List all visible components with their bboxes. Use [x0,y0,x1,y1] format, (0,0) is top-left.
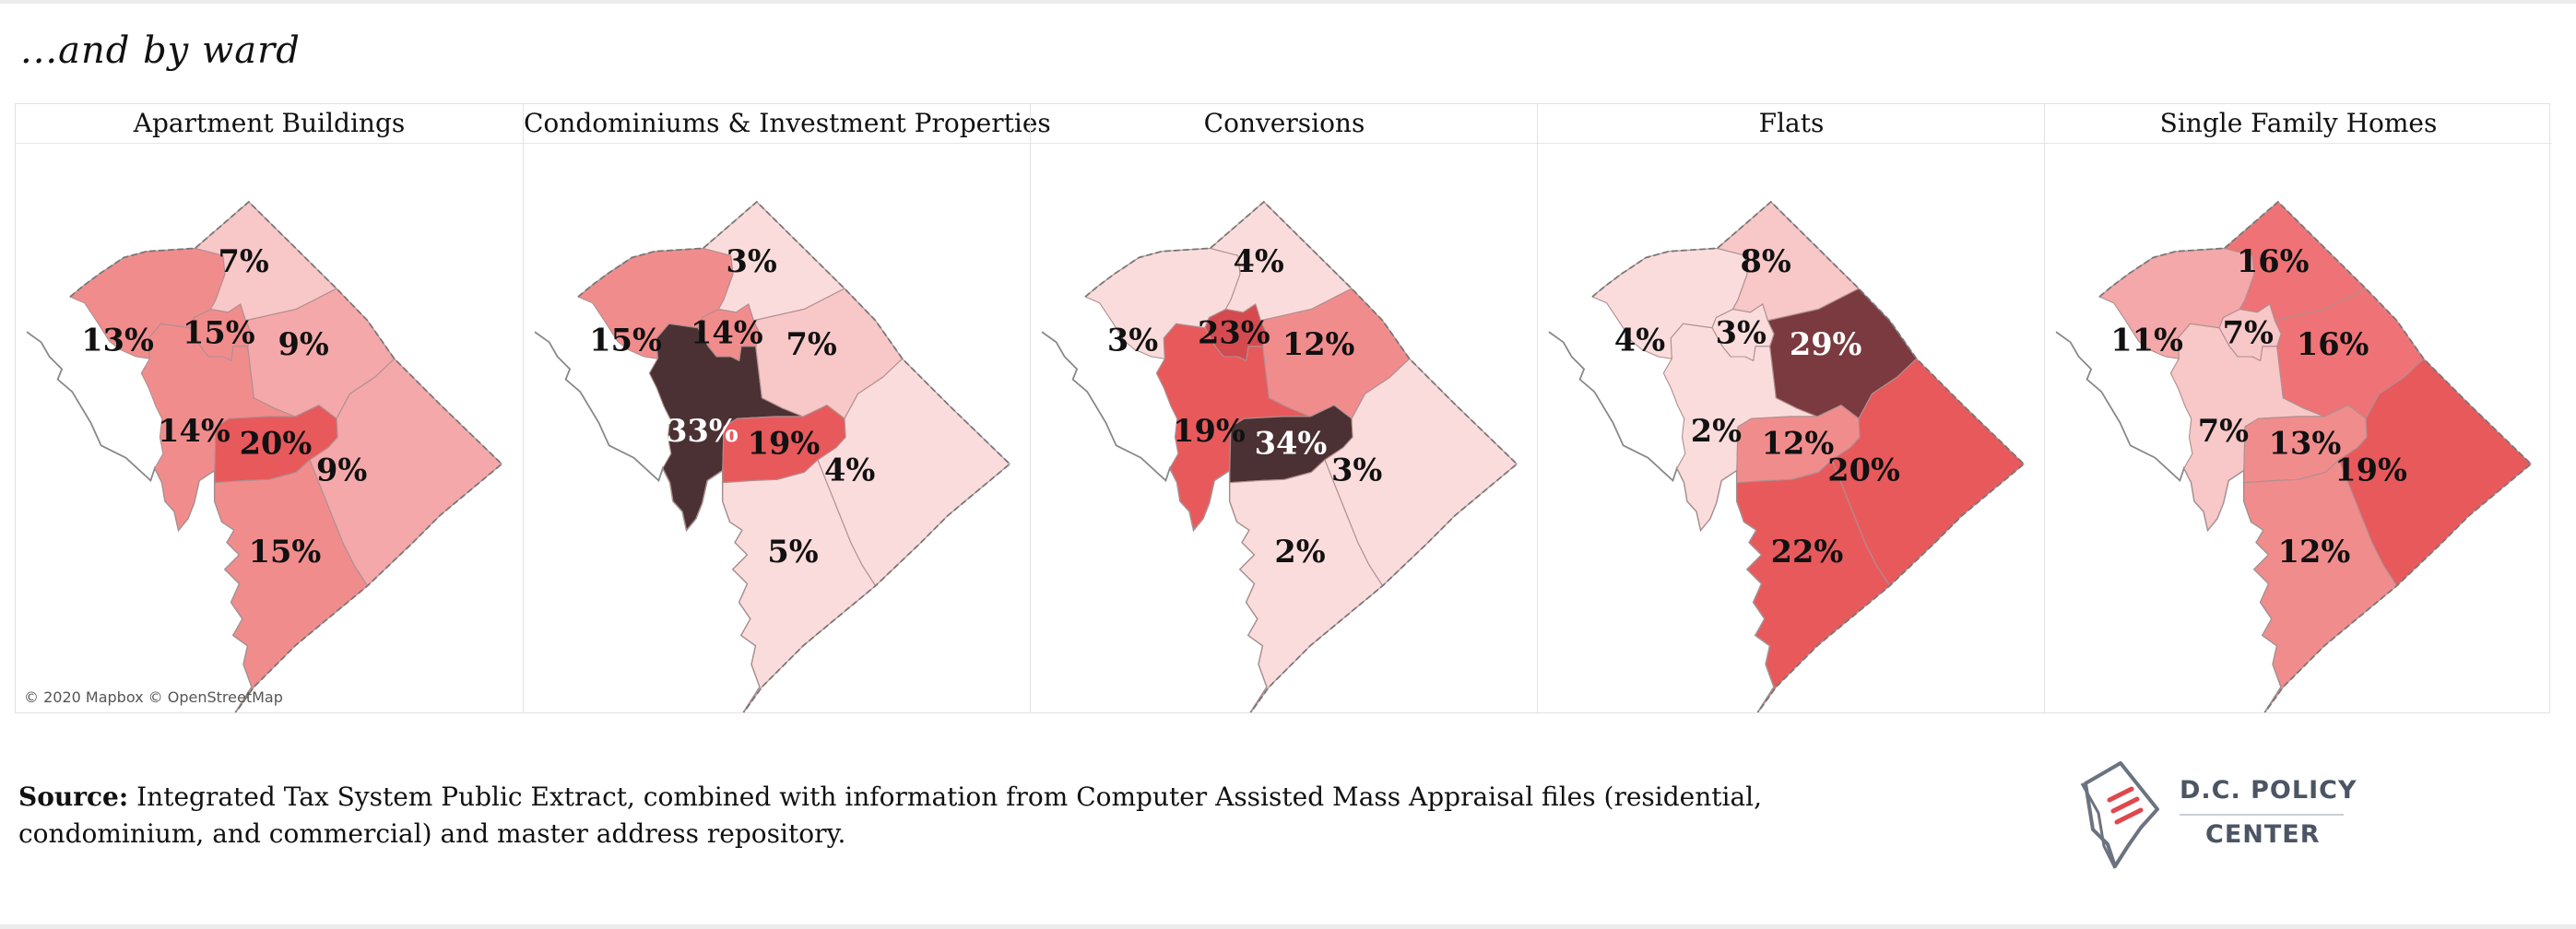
ward-1-label: 3% [1716,313,1767,350]
district-boundary [1084,200,1518,712]
ward-7-label: 20% [1827,451,1900,488]
map-panel-conversions: Conversions 23% 19% 3% 4% 12% 34% 3% 2% [1030,104,1538,712]
ward-map-group: 7% 7% 11% 16% 16% 13%19% 12% [2055,200,2533,712]
ward-1-label: 7% [2223,313,2274,350]
district-boundary [1591,200,2026,712]
ward-2-label: 33% [666,412,739,449]
map-panel-condominiums-investment: Condominiums & Investment Properties 14%… [523,104,1051,712]
ward-map-group: 23%19%3%4%12%34%3%2% [1041,200,1518,712]
ward-3-label: 13% [81,321,154,358]
ward-1-label: 14% [691,313,763,350]
ward-4-label: 3% [727,242,777,279]
ward-4-label: 8% [1741,242,1791,279]
ward-3-label: 15% [589,321,662,358]
capitol-dome-icon [2080,761,2159,869]
ward-6-label: 12% [1762,424,1835,461]
ward-8-region[interactable] [214,459,369,712]
ward-8-region[interactable] [2243,459,2398,712]
ward-8-label: 5% [767,533,818,570]
top-divider [0,0,2576,4]
page-heading: ...and by ward [20,29,301,72]
ward-map-grid: Apartment Buildings 15% 14% 13% 7% 9% 20% 9% 15… [15,103,2552,713]
district-boundary [2098,200,2533,712]
map-panel-apartment-buildings: Apartment Buildings 15% 14% 13% 7% 9% 20% 9% 15… [16,104,523,712]
ward-map: 15%14%13%7%9%20%9%15% [26,200,503,712]
ward-8-region[interactable] [1736,459,1891,712]
ward-map-group: 15%14%13%7%9%20%9%15% [26,200,503,712]
ward-2-label: 14% [158,412,230,449]
logo-text-line2: CENTER [2205,820,2321,849]
panel-title: Flats [1538,104,2045,144]
logo-text-line1: D.C. POLICY [2180,776,2357,805]
ward-8-label: 22% [1771,533,1844,570]
panel-title: Single Family Homes [2045,104,2552,144]
ward-2-label: 19% [1173,412,1246,449]
panel-title: Condominiums & Investment Properties [524,104,1051,144]
ward-8-region[interactable] [722,459,877,712]
source-label: Source: [18,782,129,812]
ward-8-label: 12% [2278,533,2351,570]
district-boundary [577,200,1011,712]
source-text: Integrated Tax System Public Extract, co… [18,782,1763,849]
ward-map-group: 14% 33% 15% 3% 7% 19%4% 5% [534,200,1011,712]
ward-map: 7% 7% 11% 16% 16% 13%19% 12% [2055,200,2533,712]
map-panel-flats: Flats 3% 2% 4% 8% 29% 12% 20% 22% [1537,104,2045,712]
ward-3-label: 4% [1614,321,1665,358]
ward-6-label: 20% [240,424,313,461]
ward-map: 23%19%3%4%12%34%3%2% [1041,200,1518,712]
ward-2-label: 7% [2198,412,2249,449]
ward-5-label: 29% [1790,325,1862,362]
map-attribution: © 2020 Mapbox © OpenStreetMap [24,688,283,706]
ward-7-label: 4% [824,451,875,488]
ward-7-label: 3% [1331,451,1382,488]
ward-map: 14% 33% 15% 3% 7% 19%4% 5% [534,200,1011,712]
ward-5-label: 12% [1282,325,1355,362]
ward-4-label: 4% [1234,242,1284,279]
ward-1-label: 15% [183,313,255,350]
logo-rule [2180,814,2344,816]
bottom-divider [0,924,2576,929]
ward-7-label: 19% [2334,451,2407,488]
ward-8-region[interactable] [1229,459,1384,712]
ward-6-label: 34% [1255,424,1328,461]
ward-8-label: 2% [1274,533,1325,570]
ward-4-label: 16% [2237,242,2310,279]
ward-8-label: 15% [249,533,322,570]
ward-map-group: 3% 2% 4% 8% 29% 12%20% 22% [1548,200,2026,712]
ward-4-label: 7% [219,242,269,279]
dc-policy-center-logo: D.C. POLICY CENTER [2073,756,2357,876]
map-panel-single-family-homes: Single Family Homes 7% 7% 11% 16% 16% 13% 19% 1… [2044,104,2552,712]
panel-title: Conversions [1031,104,1538,144]
ward-3-label: 11% [2110,321,2183,358]
source-note: Source: Integrated Tax System Public Ext… [18,779,1844,853]
ward-2-label: 2% [1691,412,1742,449]
ward-6-label: 13% [2269,424,2342,461]
panel-title: Apartment Buildings [16,104,523,144]
ward-5-label: 7% [786,325,837,362]
district-boundary [69,200,503,712]
ward-map: 3% 2% 4% 8% 29% 12%20% 22% [1548,200,2026,712]
ward-7-label: 9% [316,451,367,488]
ward-5-label: 16% [2297,325,2369,362]
ward-1-label: 23% [1198,313,1270,350]
ward-3-label: 3% [1107,321,1158,358]
ward-6-label: 19% [748,424,821,461]
ward-5-label: 9% [278,325,329,362]
